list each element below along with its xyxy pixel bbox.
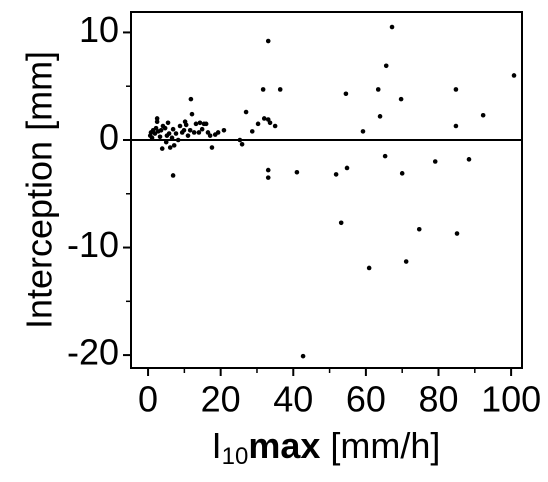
point — [333, 172, 339, 177]
x-tick-label: 100 — [481, 379, 541, 420]
x-label-subscript: 10 — [222, 443, 249, 470]
point — [171, 143, 177, 148]
y-tick-label: -10 — [67, 224, 119, 265]
point — [265, 175, 271, 180]
point — [267, 120, 273, 126]
point — [261, 116, 267, 121]
point — [177, 123, 183, 129]
point — [454, 231, 460, 236]
point — [191, 130, 197, 135]
x-label-unit: [mm/h] — [320, 425, 440, 466]
point — [188, 96, 194, 102]
point — [165, 120, 171, 126]
point — [159, 146, 165, 151]
point — [399, 171, 405, 176]
point — [215, 130, 221, 135]
point — [170, 126, 176, 132]
point — [249, 129, 255, 134]
point — [377, 114, 383, 119]
point — [375, 87, 381, 92]
point — [149, 135, 155, 141]
point — [453, 87, 459, 92]
point — [154, 119, 160, 125]
point — [343, 91, 349, 97]
x-label-base: I — [212, 425, 222, 466]
point — [154, 116, 160, 121]
point — [480, 112, 486, 118]
point — [166, 131, 172, 136]
point — [185, 133, 191, 138]
point — [300, 353, 306, 359]
point — [272, 123, 278, 129]
point — [158, 128, 164, 133]
point — [207, 133, 213, 138]
point — [167, 145, 173, 150]
point — [237, 137, 243, 143]
x-label-bold: max — [248, 425, 320, 466]
point — [196, 130, 202, 135]
x-tick-label: 80 — [418, 379, 458, 420]
point — [383, 63, 389, 69]
point — [170, 173, 176, 178]
point — [338, 220, 344, 226]
y-axis-label: Interception [mm] — [19, 51, 60, 329]
x-tick-label: 0 — [138, 379, 158, 420]
point — [277, 87, 283, 92]
point — [360, 129, 366, 134]
point — [221, 128, 227, 133]
point — [153, 125, 159, 131]
point — [265, 167, 271, 173]
point — [255, 121, 261, 127]
point — [265, 38, 271, 44]
point — [243, 109, 249, 115]
point — [152, 131, 158, 136]
point — [239, 141, 245, 147]
point — [205, 130, 211, 135]
point — [173, 131, 179, 136]
point — [175, 137, 181, 143]
point — [199, 126, 205, 132]
point — [453, 123, 459, 129]
point — [511, 73, 517, 78]
point — [344, 165, 350, 171]
x-tick-label: 40 — [273, 379, 313, 420]
point — [189, 111, 195, 117]
point — [163, 139, 169, 145]
point — [389, 24, 395, 30]
point — [416, 226, 422, 232]
point — [209, 145, 215, 150]
point — [193, 121, 199, 127]
point — [382, 153, 388, 159]
x-tick-label: 60 — [346, 379, 386, 420]
point — [197, 120, 203, 126]
y-tick-label: 10 — [79, 9, 119, 50]
point — [162, 125, 168, 131]
point — [203, 121, 209, 127]
x-axis-label: I10max [mm/h] — [212, 425, 441, 471]
point — [294, 169, 300, 175]
point — [260, 87, 266, 92]
point — [466, 157, 472, 162]
point — [366, 265, 372, 271]
point — [183, 122, 189, 128]
point — [187, 128, 193, 133]
y-tick-label: 0 — [99, 117, 119, 158]
point — [157, 134, 163, 140]
x-tick-label: 20 — [201, 379, 241, 420]
point — [181, 128, 187, 133]
point — [403, 259, 409, 264]
point — [169, 135, 175, 141]
point — [432, 159, 438, 164]
point — [398, 96, 404, 102]
plot-frame — [130, 11, 523, 369]
y-tick-label: -20 — [67, 332, 119, 373]
